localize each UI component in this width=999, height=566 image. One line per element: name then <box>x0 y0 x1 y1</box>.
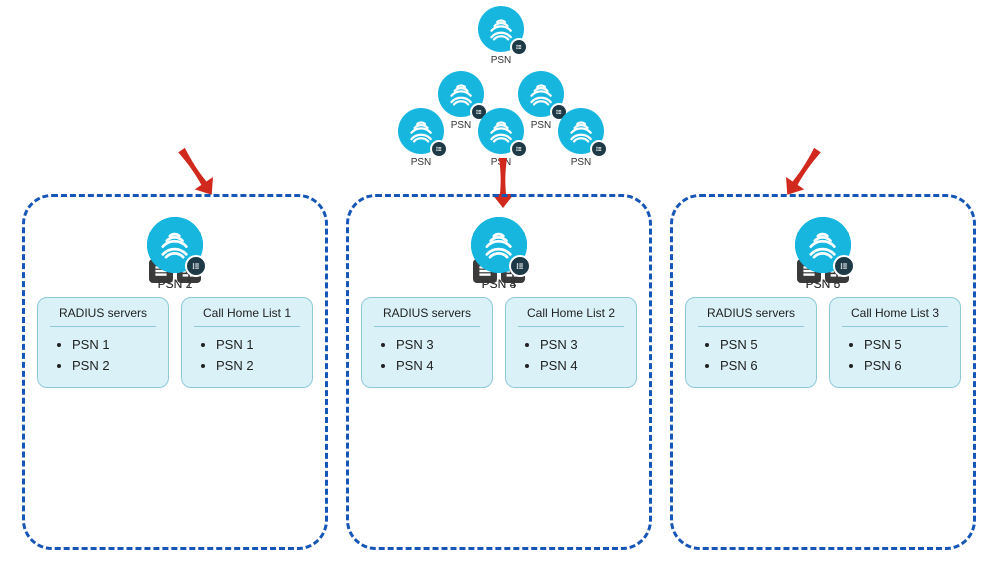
info-box-item: PSN 5 <box>720 335 804 356</box>
info-box: RADIUS servers PSN 1PSN 2 <box>37 297 169 388</box>
list-icon <box>191 261 201 271</box>
info-boxes-row: RADIUS serversPSN 1PSN 2Call Home List 1… <box>25 297 325 388</box>
psn-circle <box>478 108 524 154</box>
info-box-item: PSN 4 <box>540 356 624 377</box>
psn-badge <box>510 140 528 158</box>
psn-circle <box>478 6 524 52</box>
psn-node: PSN 2 <box>147 217 203 291</box>
psn-node: PSN <box>398 108 444 168</box>
psn-badge <box>833 255 855 277</box>
psn-node: PSN <box>558 108 604 168</box>
psn-label: PSN <box>411 157 432 168</box>
info-box-item: PSN 3 <box>540 335 624 356</box>
info-box-title: RADIUS servers <box>374 306 480 327</box>
info-box-item: PSN 1 <box>216 335 300 356</box>
psn-circle <box>795 217 851 273</box>
psn-label: PSN 4 <box>482 277 517 291</box>
info-boxes-row: RADIUS serversPSN 3PSN 4Call Home List 2… <box>349 297 649 388</box>
psn-label: PSN <box>571 157 592 168</box>
psn-circle <box>471 217 527 273</box>
info-box-title: Call Home List 1 <box>194 306 300 327</box>
list-icon <box>515 43 523 51</box>
info-box: Call Home List 1 PSN 1PSN 2 <box>181 297 313 388</box>
list-icon <box>839 261 849 271</box>
psn-node: PSN <box>478 6 524 66</box>
psn-group: PSN 1 PSN 2 RADIUS serversPSN 1PSN 2Call… <box>22 194 328 550</box>
info-box-item: PSN 5 <box>864 335 948 356</box>
info-box-list: PSN 1PSN 2 <box>50 335 156 377</box>
psn-label: PSN <box>531 120 552 131</box>
info-box: Call Home List 2 PSN 3PSN 4 <box>505 297 637 388</box>
info-box: RADIUS servers PSN 3PSN 4 <box>361 297 493 388</box>
info-box-list: PSN 5PSN 6 <box>842 335 948 377</box>
psn-circle <box>147 217 203 273</box>
psn-group: PSN 3 PSN 4 RADIUS serversPSN 3PSN 4Call… <box>346 194 652 550</box>
psn-node: PSN 4 <box>471 217 527 291</box>
info-box-list: PSN 5PSN 6 <box>698 335 804 377</box>
info-box-title: RADIUS servers <box>698 306 804 327</box>
psn-badge <box>185 255 207 277</box>
psn-badge <box>590 140 608 158</box>
info-box: RADIUS servers PSN 5PSN 6 <box>685 297 817 388</box>
info-box-list: PSN 3PSN 4 <box>518 335 624 377</box>
psn-label: PSN <box>451 120 472 131</box>
psn-circle <box>398 108 444 154</box>
psn-group: PSN 5 PSN 6 RADIUS serversPSN 5PSN 6Call… <box>670 194 976 550</box>
info-box-title: Call Home List 2 <box>518 306 624 327</box>
psn-node: PSN 6 <box>795 217 851 291</box>
info-box-title: Call Home List 3 <box>842 306 948 327</box>
psn-label: PSN 6 <box>806 277 841 291</box>
info-box-title: RADIUS servers <box>50 306 156 327</box>
psn-badge <box>509 255 531 277</box>
list-icon <box>435 145 443 153</box>
info-box-item: PSN 3 <box>396 335 480 356</box>
info-boxes-row: RADIUS serversPSN 5PSN 6Call Home List 3… <box>673 297 973 388</box>
psn-label: PSN 2 <box>158 277 193 291</box>
info-box: Call Home List 3 PSN 5PSN 6 <box>829 297 961 388</box>
psn-badge <box>430 140 448 158</box>
list-icon <box>515 145 523 153</box>
info-box-list: PSN 1PSN 2 <box>194 335 300 377</box>
info-box-item: PSN 1 <box>72 335 156 356</box>
info-box-list: PSN 3PSN 4 <box>374 335 480 377</box>
list-icon <box>515 261 525 271</box>
psn-label: PSN <box>491 55 512 66</box>
info-box-item: PSN 2 <box>72 356 156 377</box>
info-box-item: PSN 6 <box>720 356 804 377</box>
info-box-item: PSN 4 <box>396 356 480 377</box>
psn-badge <box>510 38 528 56</box>
info-box-item: PSN 6 <box>864 356 948 377</box>
list-icon <box>595 145 603 153</box>
info-box-item: PSN 2 <box>216 356 300 377</box>
psn-circle <box>558 108 604 154</box>
